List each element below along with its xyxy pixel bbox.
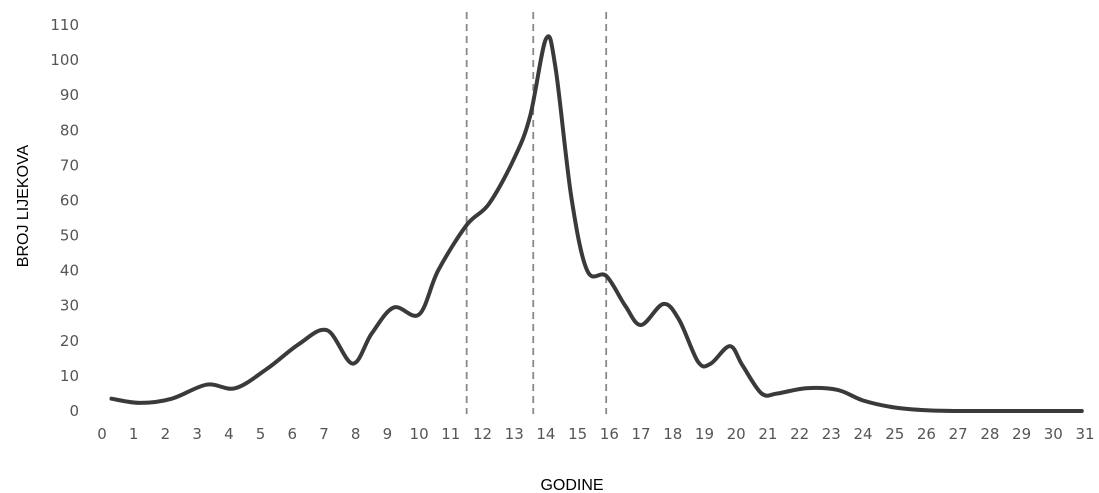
x-tick-label: 26 [917, 425, 936, 443]
x-tick-label: 0 [97, 425, 107, 443]
y-tick-label: 90 [60, 86, 79, 104]
y-tick-label: 0 [69, 402, 79, 420]
x-tick-label: 21 [758, 425, 777, 443]
y-tick-label: 110 [50, 16, 79, 34]
x-axis-title: GODINE [540, 477, 603, 493]
x-tick-label: 9 [383, 425, 393, 443]
x-tick-label: 14 [536, 425, 555, 443]
y-tick-label: 60 [60, 191, 79, 209]
x-tick-label: 20 [727, 425, 746, 443]
reference-lines [465, 12, 608, 414]
x-tick-label: 30 [1044, 425, 1063, 443]
x-tick-label: 16 [600, 425, 619, 443]
series-group [109, 34, 1084, 414]
y-tick-label: 70 [60, 156, 79, 174]
y-tick-label: 40 [60, 262, 79, 280]
x-tick-label: 19 [695, 425, 714, 443]
x-tick-label: 11 [441, 425, 460, 443]
x-tick-label: 28 [980, 425, 999, 443]
y-tick-label: 100 [50, 51, 79, 69]
y-tick-label: 10 [60, 367, 79, 385]
x-tick-label: 22 [790, 425, 809, 443]
x-tick-label: 2 [161, 425, 171, 443]
x-tick-label: 6 [287, 425, 297, 443]
x-tick-label: 25 [885, 425, 904, 443]
y-tick-label: 30 [60, 297, 79, 315]
y-tick-label: 80 [60, 121, 79, 139]
x-tick-label: 24 [853, 425, 872, 443]
x-tick-label: 23 [822, 425, 841, 443]
x-tick-label: 15 [568, 425, 587, 443]
x-tick-label: 31 [1075, 425, 1094, 443]
x-tick-label: 18 [663, 425, 682, 443]
x-tick-label: 12 [473, 425, 492, 443]
y-tick-label: 50 [60, 227, 79, 245]
x-tick-label: 3 [192, 425, 202, 443]
x-tick-label: 13 [505, 425, 524, 443]
x-tick-label: 1 [129, 425, 139, 443]
series-line [109, 34, 1084, 414]
x-tick-label: 5 [256, 425, 266, 443]
x-tick-label: 29 [1012, 425, 1031, 443]
x-axis-ticks: 0 1 2 3 4 5 6 7 8 9 10 11 12 13 14 15 16 17 18 19 20 21 22 23 24… [97, 425, 1094, 443]
x-tick-label: 7 [319, 425, 329, 443]
x-tick-label: 10 [410, 425, 429, 443]
y-axis-title: BROJ LIJEKOVA [15, 144, 32, 267]
x-tick-label: 8 [351, 425, 361, 443]
y-tick-label: 20 [60, 332, 79, 350]
x-tick-label: 27 [949, 425, 968, 443]
y-axis-ticks: 0 10 20 30 40 50 60 70 80 90 100 110 [50, 16, 79, 420]
x-tick-label: 17 [632, 425, 651, 443]
x-tick-label: 4 [224, 425, 234, 443]
